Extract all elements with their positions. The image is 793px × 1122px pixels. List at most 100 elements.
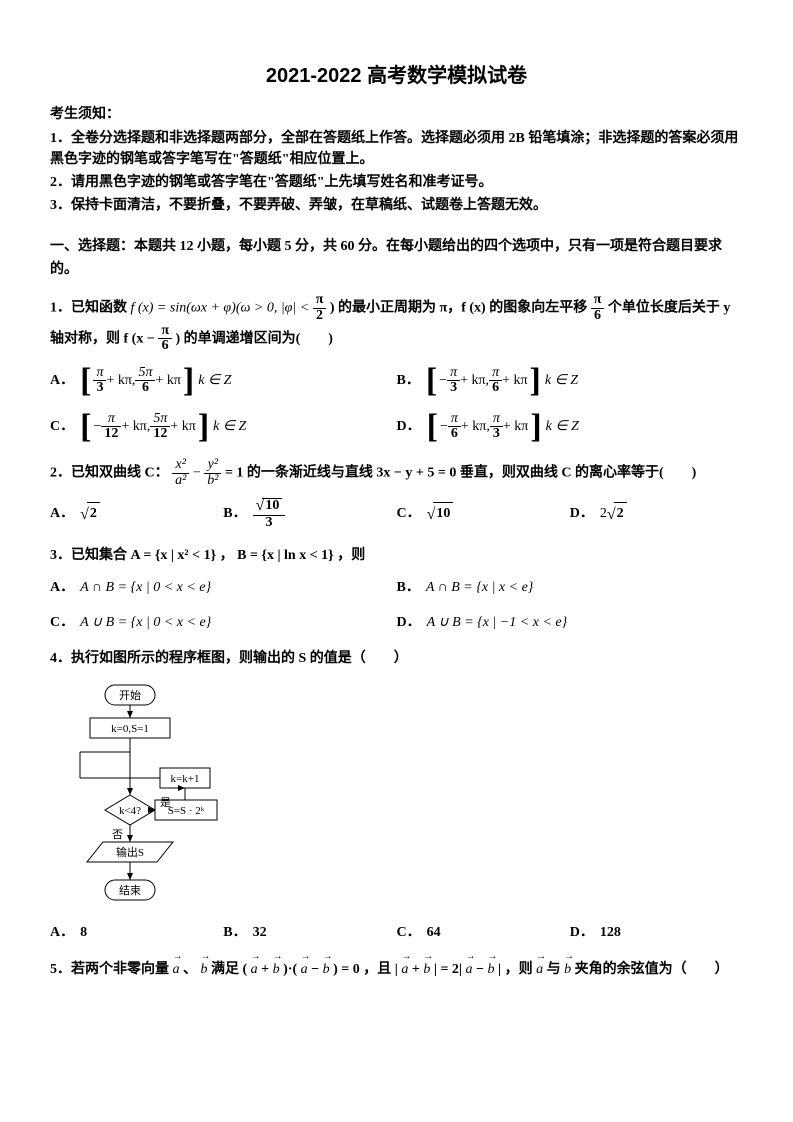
q1-options-row2: C． [ − π12 + kπ, 5π12 + kπ ] k ∈ Z D． [ … xyxy=(50,410,743,444)
vec-b: b xyxy=(564,959,571,981)
q5-text: + xyxy=(412,962,423,977)
tail: k ∈ Z xyxy=(198,370,231,392)
question-5: 5．若两个非零向量 a 、 b 满足 ( a + b )·( a − b ) =… xyxy=(50,959,743,981)
q1-text: ) 的最小正周期为 π，f (x) 的图象向左平移 xyxy=(330,301,591,316)
option-label: D． xyxy=(570,503,594,525)
vec-a: a xyxy=(401,959,408,981)
instruction-line: 2．请用黑色字迹的钢笔或答字笔在"答题纸"上先填写姓名和准考证号。 xyxy=(50,172,743,193)
q4-option-b: B．32 xyxy=(223,922,396,944)
question-4: 4．执行如图所示的程序框图，则输出的 S 的值是（ ） 开始k=0,S=1k=k… xyxy=(50,648,743,945)
q5-text: − xyxy=(311,962,322,977)
frac-yb: y²b² xyxy=(204,458,221,488)
q1-options-row1: A． [ π3 + kπ, 5π6 + kπ ] k ∈ Z B． [ − π3… xyxy=(50,364,743,398)
svg-text:是: 是 xyxy=(160,796,171,809)
vec-b: b xyxy=(201,959,208,981)
q5-text: | ，则 xyxy=(498,962,536,977)
q1-stem: 1．已知函数 f (x) = sin(ωx + φ)(ω > 0, |φ| < … xyxy=(50,293,743,354)
q5-text: 夹角的余弦值为（ ） xyxy=(575,962,729,977)
option-label: B． xyxy=(397,577,420,599)
opt-text: A ∪ B = {x | −1 < x < e} xyxy=(427,612,568,634)
q5-text: 满足 ( xyxy=(211,962,247,977)
minus: − xyxy=(193,465,204,480)
q2-option-b: B． √10 3 xyxy=(223,498,396,530)
svg-text:k<4?: k<4? xyxy=(119,805,141,817)
question-1: 1．已知函数 f (x) = sin(ωx + φ)(ω > 0, |φ| < … xyxy=(50,293,743,444)
sqrt: √2 xyxy=(80,502,100,528)
opt-text: A ∪ B = {x | 0 < x < e} xyxy=(80,612,211,634)
opt-text: 64 xyxy=(427,922,441,944)
coef: 2 xyxy=(600,503,607,525)
q4-options: A．8 B．32 C． 64 D． 128 xyxy=(50,922,743,944)
q1-option-a: A． [ π3 + kπ, 5π6 + kπ ] k ∈ Z xyxy=(50,364,397,398)
option-label: B． xyxy=(223,503,246,525)
q1-option-b: B． [ − π3 + kπ, π6 + kπ ] k ∈ Z xyxy=(397,364,744,398)
vec-a: a xyxy=(251,959,258,981)
opt-text: 8 xyxy=(80,922,87,944)
option-label: A． xyxy=(50,577,74,599)
instruction-line: 3．保持卡面清洁，不要折叠，不要弄破、弄皱，在草稿纸、试题卷上答题无效。 xyxy=(50,195,743,216)
q5-text: 、 xyxy=(183,962,201,977)
svg-text:k=k+1: k=k+1 xyxy=(171,773,200,785)
option-label: A． xyxy=(50,370,74,392)
q5-text: ) = 0 ，且 | xyxy=(333,962,398,977)
frac-pi-6: π6 xyxy=(158,324,172,354)
vec-b: b xyxy=(323,959,330,981)
section-header: 一、选择题：本题共 12 小题，每小题 5 分，共 60 分。在每小题给出的四个… xyxy=(50,236,743,281)
vec-b: b xyxy=(423,959,430,981)
svg-text:否: 否 xyxy=(112,829,123,841)
opt-text: 128 xyxy=(600,922,621,944)
q4-option-d: D． 128 xyxy=(570,922,743,944)
q4-option-a: A．8 xyxy=(50,922,223,944)
option-label: B． xyxy=(223,922,246,944)
q5-text: 5．若两个非零向量 xyxy=(50,962,173,977)
q4-option-c: C． 64 xyxy=(397,922,570,944)
interval: [ − π6 + kπ, π3 + kπ ] xyxy=(427,410,542,444)
vec-a: a xyxy=(301,959,308,981)
option-label: D． xyxy=(570,922,594,944)
q1-option-d: D． [ − π6 + kπ, π3 + kπ ] k ∈ Z xyxy=(397,410,744,444)
interval: [ π3 + kπ, 5π6 + kπ ] xyxy=(80,364,194,398)
svg-text:k=0,S=1: k=0,S=1 xyxy=(111,723,149,735)
q1-text: ) 的单调递增区间为( ) xyxy=(175,331,333,346)
option-label: C． xyxy=(50,612,74,634)
q3-option-d: D．A ∪ B = {x | −1 < x < e} xyxy=(397,612,744,634)
vec-b: b xyxy=(273,959,280,981)
vec-a: a xyxy=(536,959,543,981)
option-label: C． xyxy=(50,416,74,438)
frac-pi-2: π2 xyxy=(313,293,327,323)
vec-a: a xyxy=(466,959,473,981)
frac: √10 3 xyxy=(253,498,286,530)
frac-xa: x²a² xyxy=(172,458,189,488)
tail: k ∈ Z xyxy=(545,370,578,392)
q5-text: )·( xyxy=(283,962,297,977)
option-label: C． xyxy=(397,922,421,944)
q2-option-c: C． √10 xyxy=(397,498,570,530)
q2-options: A． √2 B． √10 3 C． √10 D． 2 √2 xyxy=(50,498,743,530)
q2-text: = 1 的一条渐近线与直线 3x − y + 5 = 0 垂直，则双曲线 C 的… xyxy=(225,465,696,480)
interval: [ − π12 + kπ, 5π12 + kπ ] xyxy=(80,410,209,444)
q2-option-d: D． 2 √2 xyxy=(570,498,743,530)
svg-text:结束: 结束 xyxy=(119,884,141,897)
q1-text: 1．已知函数 xyxy=(50,301,131,316)
option-label: C． xyxy=(397,503,421,525)
option-label: A． xyxy=(50,503,74,525)
svg-text:输出S: 输出S xyxy=(116,845,144,859)
svg-text:开始: 开始 xyxy=(119,688,141,702)
question-2: 2．已知双曲线 C： x²a² − y²b² = 1 的一条渐近线与直线 3x … xyxy=(50,458,743,531)
q3-option-a: A． A ∩ B = {x | 0 < x < e} xyxy=(50,577,397,599)
vec-a: a xyxy=(173,959,180,981)
q5-stem: 5．若两个非零向量 a 、 b 满足 ( a + b )·( a − b ) =… xyxy=(50,959,743,981)
frac-pi-6: π6 xyxy=(591,293,605,323)
q2-option-a: A． √2 xyxy=(50,498,223,530)
option-label: D． xyxy=(397,416,421,438)
opt-text: A ∩ B = {x | x < e} xyxy=(426,577,534,599)
q5-text: − xyxy=(476,962,487,977)
question-3: 3．已知集合 A = {x | x² < 1} ， B = {x | ln x … xyxy=(50,545,743,634)
opt-text: A ∩ B = {x | 0 < x < e} xyxy=(80,577,211,599)
sqrt: √2 xyxy=(607,502,627,528)
q5-text: + xyxy=(261,962,272,977)
page-title: 2021-2022 高考数学模拟试卷 xyxy=(50,60,743,92)
instructions-head: 考生须知： xyxy=(50,104,743,126)
q3-option-b: B． A ∩ B = {x | x < e} xyxy=(397,577,744,599)
q3-stem: 3．已知集合 A = {x | x² < 1} ， B = {x | ln x … xyxy=(50,545,743,567)
